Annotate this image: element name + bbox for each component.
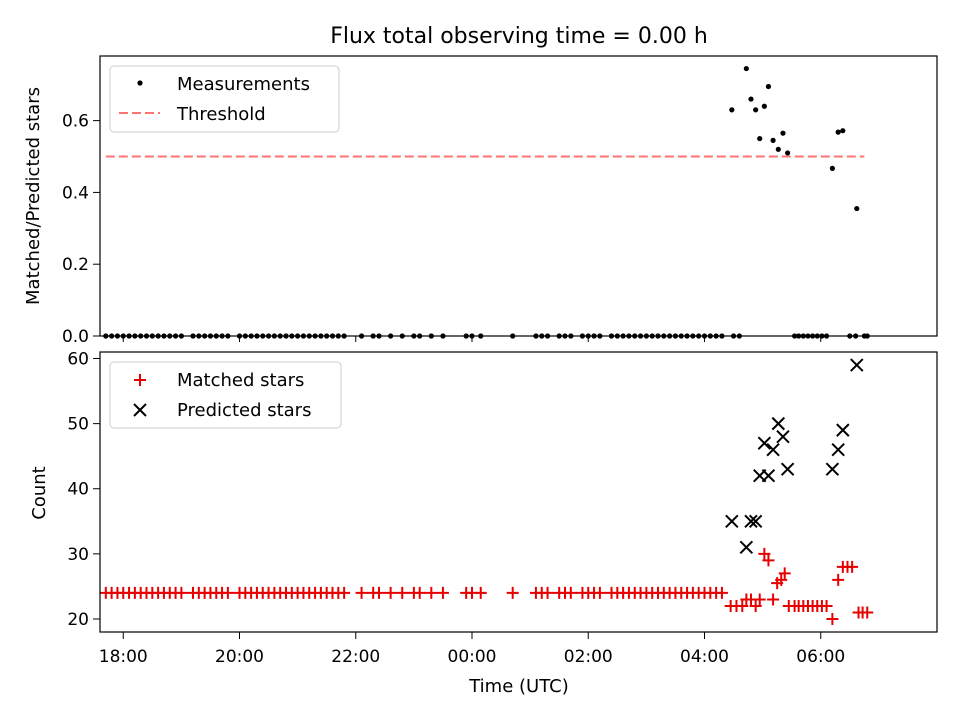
matched-star-point [541, 586, 554, 599]
legend-predicted-label: Predicted stars [177, 400, 311, 421]
predicted-star-point [766, 442, 780, 457]
matched-star-point [425, 586, 438, 599]
x-axis-label: Time (UTC) [468, 676, 569, 697]
top-legend-box [109, 65, 340, 133]
measurement-point [829, 165, 835, 171]
top-legend: Measurements Threshold [109, 65, 340, 133]
bottom-x-tick-label: 00:00 [448, 647, 497, 667]
measurement-point [835, 129, 841, 135]
matched-star-point [506, 586, 519, 599]
predicted-star-point [780, 462, 795, 476]
bottom-y-axis-label: Count [29, 466, 50, 519]
bottom-x-tick-label: 04:00 [680, 647, 729, 667]
predicted-star-point [748, 514, 763, 529]
top-y-tick-label: 0.2 [62, 255, 89, 275]
top-y-tick-label: 0.4 [62, 183, 89, 203]
measurement-point [757, 135, 763, 142]
matched-star-point [820, 599, 833, 612]
matched-star-point [775, 573, 788, 586]
matched-star-point [861, 606, 874, 619]
top-panel: Flux total observing time = 0.00 h 0.00.… [23, 24, 938, 347]
legend-measurements-marker [137, 80, 143, 86]
predicted-star-point [725, 514, 739, 529]
bottom-y-tick-label: 20 [67, 610, 89, 630]
measurement-point [761, 103, 767, 109]
predicted-star-point [761, 469, 776, 483]
bottom-y-tick-label: 40 [67, 480, 89, 500]
predicted-star-point [771, 416, 786, 431]
measurement-point [840, 128, 846, 134]
matched-star-point [593, 586, 606, 599]
predicted-star-point [836, 423, 850, 437]
measurement-point [748, 96, 754, 102]
legend-threshold-label: Threshold [176, 104, 266, 125]
legend-predicted-marker [133, 403, 147, 417]
matched-star-point [474, 586, 487, 599]
legend-matched-marker [134, 374, 146, 386]
bottom-axes-frame [99, 351, 938, 633]
legend-measurements-label: Measurements [177, 74, 310, 95]
measurement-point [854, 205, 860, 212]
measurement-point [785, 150, 791, 156]
matched-star-point [846, 560, 859, 573]
legend-matched-label: Matched stars [177, 370, 304, 391]
matched-star-point [413, 586, 426, 599]
predicted-star-point [739, 540, 754, 555]
bottom-legend: Matched stars Predicted stars [109, 361, 342, 429]
matched-star-point [396, 586, 409, 599]
measurement-point [780, 130, 786, 136]
predicted-star-point [757, 436, 772, 450]
measurement-point [743, 65, 749, 72]
measurement-point [765, 83, 772, 90]
matched-star-point [221, 586, 234, 599]
bottom-panel: 20 30 40 50 60 18:00 20:00 22:00 00:00 02:00 04:0… [29, 350, 938, 697]
matched-star-point [384, 586, 397, 599]
matched-star-point [175, 586, 188, 599]
bottom-y-tick-label: 30 [67, 545, 89, 565]
bottom-y-tick-label: 50 [67, 415, 89, 435]
measurement-point [753, 107, 759, 113]
matched-star-point [749, 599, 762, 612]
top-y-tick-label: 0.6 [62, 112, 89, 132]
matched-star-point [832, 573, 845, 586]
top-axes-frame [99, 55, 938, 337]
matched-star-point [355, 586, 368, 599]
bottom-x-axis-ticks: 18:00 20:00 22:00 00:00 02:00 04:00 06:00 [99, 632, 845, 667]
matched-star-point [338, 586, 351, 599]
predicted-star-point [825, 462, 840, 476]
matched-star-point [767, 593, 780, 606]
matched-star-point [736, 599, 749, 612]
measurement-point [729, 107, 735, 113]
bottom-y-tick-label: 60 [67, 350, 89, 370]
matched-star-point [373, 586, 385, 599]
bottom-plot-marks [99, 358, 874, 625]
bottom-x-tick-label: 18:00 [99, 647, 148, 667]
matched-star-point [564, 586, 577, 599]
bottom-x-tick-label: 22:00 [331, 647, 380, 667]
matched-star-point [436, 586, 449, 599]
measurement-point [770, 137, 776, 143]
bottom-y-axis-ticks: 20 30 40 50 60 [67, 350, 100, 630]
matched-star-point [758, 547, 771, 560]
top-y-axis-ticks: 0.0 0.2 0.4 0.6 [62, 112, 100, 347]
bottom-legend-box [109, 361, 342, 429]
measurement-point [775, 146, 781, 152]
matched-star-point [753, 593, 766, 606]
top-y-tick-label: 0.0 [62, 327, 89, 347]
predicted-star-point [850, 358, 864, 372]
bottom-x-tick-label: 20:00 [215, 647, 264, 667]
top-y-axis-label: Matched/Predicted stars [23, 87, 44, 305]
matched-star-point [715, 586, 728, 599]
predicted-star-point [831, 442, 845, 457]
matched-star-point [762, 554, 775, 567]
matched-star-point [778, 567, 791, 580]
bottom-x-tick-label: 02:00 [564, 647, 613, 667]
bottom-x-tick-label: 06:00 [796, 647, 845, 667]
chart-title: Flux total observing time = 0.00 h [330, 24, 708, 49]
predicted-star-point [776, 429, 790, 444]
matched-star-point [826, 612, 839, 625]
predicted-star-point [744, 514, 758, 529]
